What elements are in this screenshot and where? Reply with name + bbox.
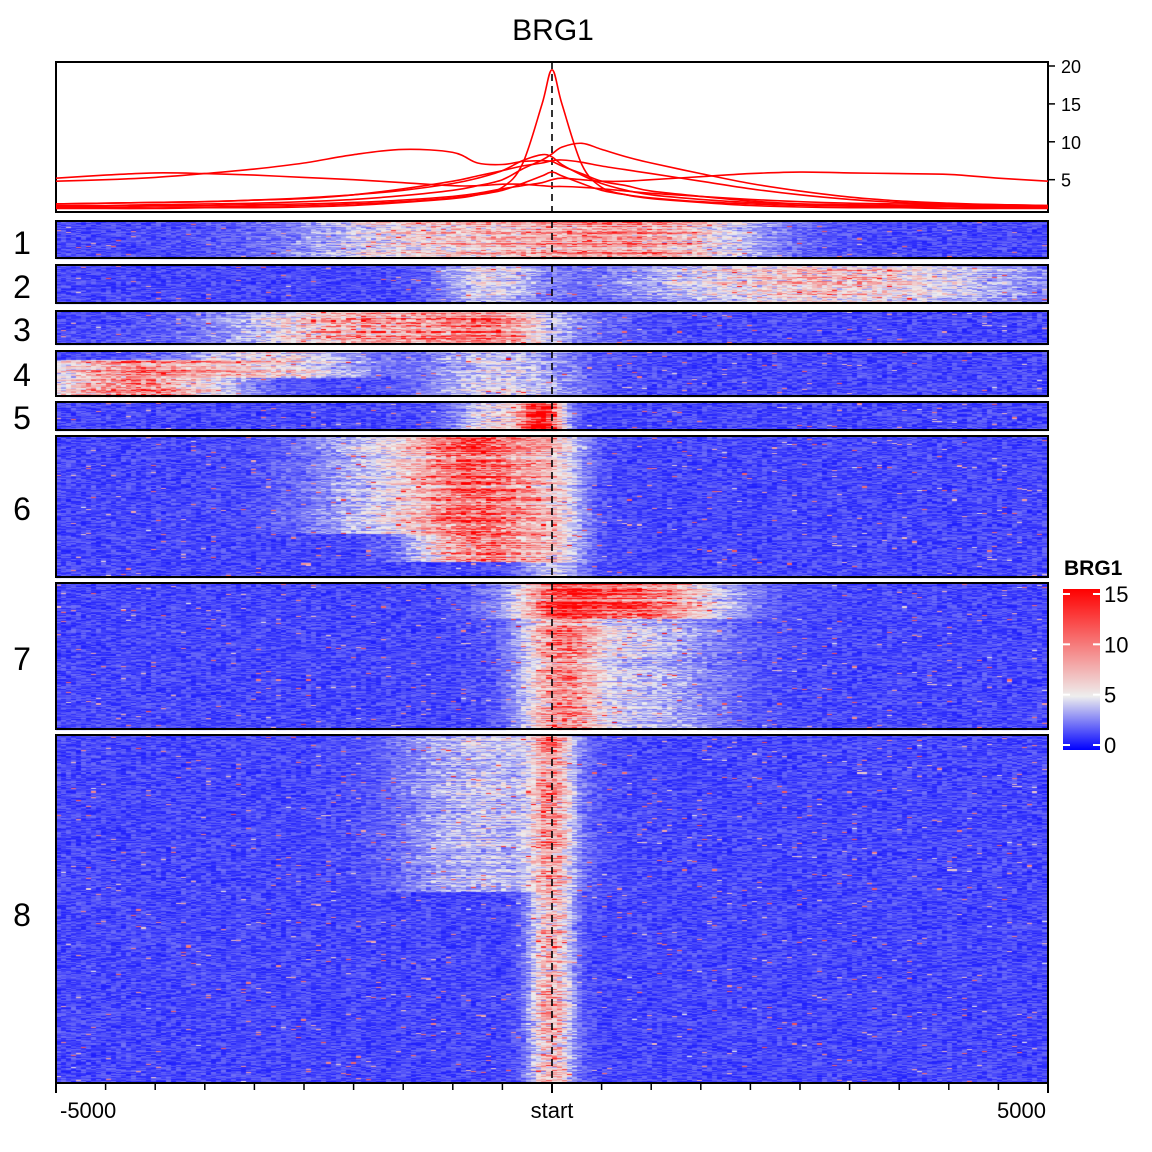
cluster-label-6: 6 [13, 491, 31, 527]
profile-y-tick-label: 15 [1061, 95, 1081, 115]
cluster-label-1: 1 [13, 225, 31, 261]
cluster-label-3: 3 [13, 312, 31, 348]
legend-tick-label: 5 [1104, 683, 1116, 708]
legend-tick-label: 10 [1104, 632, 1128, 657]
color-legend: BRG1 0 5 10 15 [1063, 557, 1128, 758]
heatmap-panels: 1 2 3 4 5 6 7 8 [13, 221, 1048, 1083]
cluster-label-5: 5 [13, 400, 31, 436]
cluster-label-7: 7 [13, 641, 31, 677]
chart-title: BRG1 [512, 14, 594, 47]
profile-y-tick-label: 20 [1061, 57, 1081, 77]
legend-color-bar [1063, 589, 1100, 750]
legend-tick-label: 15 [1104, 582, 1128, 607]
legend-tick-label: 0 [1104, 733, 1116, 758]
legend-title: BRG1 [1064, 557, 1123, 580]
x-tick-label: -5000 [60, 1098, 116, 1123]
x-tick-label: start [531, 1098, 574, 1123]
x-axis: -5000 start 5000 [56, 1083, 1048, 1123]
x-tick-label: 5000 [997, 1098, 1046, 1123]
cluster-label-2: 2 [13, 269, 31, 305]
profile-y-tick-label: 10 [1061, 133, 1081, 153]
profile-y-tick-label: 5 [1061, 171, 1071, 191]
cluster-label-4: 4 [13, 357, 31, 393]
profile-plot: 5 10 15 20 [56, 57, 1081, 212]
cluster-label-8: 8 [13, 897, 31, 933]
